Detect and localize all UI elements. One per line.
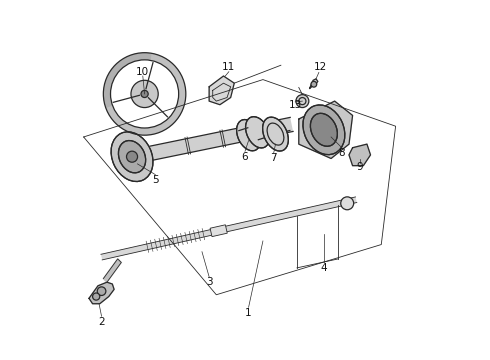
Text: 9: 9 [356, 162, 363, 172]
Text: 5: 5 [152, 175, 159, 185]
Polygon shape [349, 144, 370, 166]
Circle shape [311, 81, 317, 87]
Circle shape [341, 197, 354, 210]
Circle shape [126, 151, 138, 162]
Text: 1: 1 [245, 308, 252, 318]
Text: 12: 12 [314, 62, 327, 72]
Ellipse shape [119, 140, 146, 173]
Circle shape [131, 80, 158, 108]
Polygon shape [210, 225, 227, 237]
Text: 6: 6 [242, 152, 248, 162]
Polygon shape [150, 117, 293, 160]
Polygon shape [299, 101, 353, 158]
Ellipse shape [111, 132, 153, 181]
Ellipse shape [303, 105, 345, 155]
Polygon shape [106, 53, 186, 135]
Ellipse shape [263, 117, 288, 151]
Text: 2: 2 [98, 317, 105, 327]
Ellipse shape [245, 117, 270, 148]
Polygon shape [101, 197, 357, 260]
Text: 4: 4 [320, 263, 327, 273]
Polygon shape [103, 259, 122, 282]
Circle shape [296, 95, 309, 108]
Polygon shape [89, 282, 114, 304]
Polygon shape [310, 79, 318, 89]
Circle shape [141, 90, 148, 98]
Circle shape [97, 287, 106, 296]
Polygon shape [103, 53, 186, 135]
Text: 3: 3 [206, 277, 213, 287]
Text: 8: 8 [339, 148, 345, 158]
Polygon shape [209, 76, 234, 105]
Text: 11: 11 [222, 62, 236, 72]
Ellipse shape [310, 113, 338, 146]
Ellipse shape [237, 120, 261, 151]
Text: 7: 7 [270, 153, 277, 163]
Circle shape [93, 293, 100, 300]
Text: 10: 10 [136, 67, 149, 77]
Text: 13: 13 [289, 100, 302, 110]
